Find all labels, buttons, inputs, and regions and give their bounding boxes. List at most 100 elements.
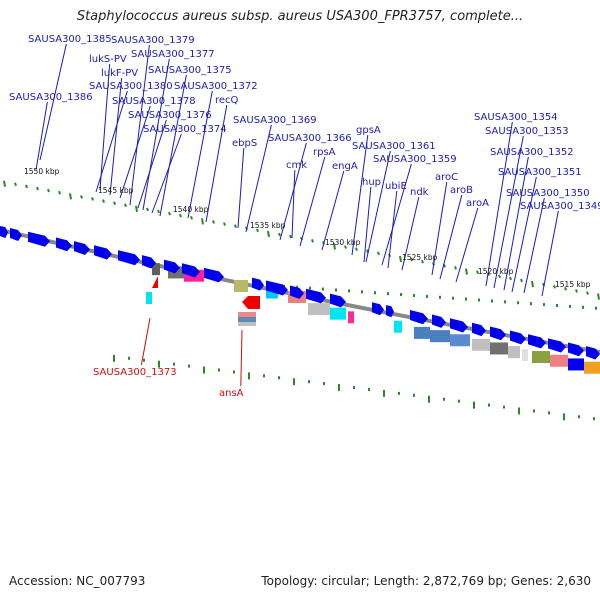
forward-gene-arrow[interactable]	[10, 228, 22, 242]
tick-outer	[311, 238, 314, 243]
label-leader	[363, 186, 372, 263]
label-leader	[431, 181, 448, 276]
tick-outer	[377, 251, 380, 256]
tick-outer	[25, 184, 28, 189]
reverse-gene-ansA[interactable]	[242, 296, 260, 309]
gene-label: SAUSA300_1385	[28, 34, 112, 45]
tick-outer	[179, 213, 182, 218]
forward-gene-arrow[interactable]	[0, 226, 8, 239]
forward-gene-arrow[interactable]	[510, 330, 526, 345]
forward-gene-arrow[interactable]	[586, 346, 600, 360]
gene-label: SAUSA300_1379	[111, 35, 195, 46]
gene-label: gpsA	[356, 125, 381, 136]
forward-gene-arrow[interactable]	[372, 302, 384, 316]
forward-gene-arrow[interactable]	[306, 288, 326, 304]
feature-block	[522, 349, 528, 362]
tick-outer	[58, 190, 61, 195]
kbp-label-1515: 1515 kbp	[555, 280, 591, 289]
gene-label: SAUSA300_1349	[520, 201, 600, 212]
tick-outer	[278, 232, 281, 237]
feature-block-cyan-1373	[146, 292, 152, 304]
gene-label: engA	[332, 161, 358, 172]
tick-outer	[234, 224, 237, 228]
forward-genes[interactable]	[0, 226, 600, 360]
gene-label-reverse: SAUSA300_1373	[93, 367, 177, 378]
kbp-label-1535: 1535 kbp	[250, 221, 286, 230]
forward-gene-arrow[interactable]	[252, 277, 264, 291]
forward-gene-arrow[interactable]	[204, 267, 224, 283]
forward-gene-arrow[interactable]	[548, 338, 566, 353]
forward-gene-arrow[interactable]	[490, 326, 506, 341]
gene-labels: SAUSA300_1385 SAUSA300_1379SAUSA300_1377l…	[9, 34, 600, 399]
tick-outer	[509, 276, 512, 281]
gene-label: SAUSA300_1352	[490, 147, 574, 158]
label-leader	[401, 196, 420, 271]
gene-label: cmk	[286, 160, 307, 171]
tick-outer	[531, 280, 534, 288]
kbp-label-1550: 1550 kbp	[24, 167, 60, 176]
forward-gene-arrow[interactable]	[528, 334, 546, 349]
forward-gene-arrow[interactable]	[94, 245, 112, 260]
forward-gene-arrow[interactable]	[432, 314, 446, 328]
tick-outer	[146, 207, 149, 212]
label-leader	[129, 44, 150, 206]
tick-outer	[421, 259, 424, 264]
gene-label: SAUSA300_1359	[373, 154, 457, 165]
gene-label: SAUSA300_1369	[233, 115, 317, 126]
tick-outer	[91, 197, 94, 201]
feature-block	[550, 354, 568, 367]
tick-outer	[355, 247, 358, 251]
label-leader	[485, 121, 513, 287]
label-leader	[245, 124, 272, 233]
gene-label: aroC	[435, 172, 458, 183]
forward-gene-arrow[interactable]	[290, 285, 304, 299]
forward-gene-arrow[interactable]	[472, 322, 486, 337]
forward-gene-arrow[interactable]	[74, 241, 90, 255]
label-leader	[119, 105, 151, 199]
tick-outer	[597, 293, 600, 300]
kbp-label-1545: 1545 kbp	[98, 186, 134, 195]
feature-block	[568, 358, 584, 371]
forward-gene-arrow[interactable]	[266, 280, 288, 296]
tick-outer	[157, 209, 160, 214]
label-leader	[35, 101, 48, 171]
forward-gene-arrow[interactable]	[450, 318, 468, 333]
tick-outer	[168, 211, 171, 216]
label-leader	[387, 190, 398, 269]
tick-outer	[454, 266, 457, 270]
gene-label: SAUSA300_1350	[506, 188, 590, 199]
feature-block	[584, 361, 600, 374]
tick-outer	[256, 228, 259, 233]
tick-outer	[553, 284, 556, 289]
forward-gene-arrow[interactable]	[164, 259, 180, 274]
label-leader-reverse	[140, 317, 151, 366]
tick-outer	[465, 268, 468, 275]
topology-summary: Topology: circular; Length: 2,872,769 bp…	[261, 574, 591, 588]
forward-gene-arrow[interactable]	[386, 305, 394, 318]
gene-label: SAUSA300_1378	[112, 96, 196, 107]
gene-label: hup	[362, 177, 381, 188]
forward-gene-arrow[interactable]	[182, 263, 200, 278]
forward-gene-arrow[interactable]	[568, 342, 584, 357]
gene-label: ndk	[410, 187, 429, 198]
label-leader	[237, 147, 245, 229]
feature-block	[430, 330, 450, 343]
label-leader	[523, 197, 545, 294]
feature-block-ansA-3	[238, 322, 256, 326]
tick-outer	[124, 203, 127, 208]
forward-gene-arrow[interactable]	[142, 255, 156, 269]
label-leader	[455, 207, 479, 283]
forward-gene-arrow[interactable]	[410, 310, 428, 325]
label-leader-reverse	[240, 329, 243, 387]
forward-gene-arrow[interactable]	[330, 293, 346, 308]
feature-block	[234, 279, 248, 292]
reverse-gene-sausa300-1373[interactable]	[152, 276, 158, 288]
forward-gene-arrow[interactable]	[118, 250, 140, 266]
tick-outer	[564, 287, 567, 291]
forward-gene-arrow[interactable]	[28, 231, 50, 247]
kbp-label-1520: 1520 kbp	[478, 267, 514, 276]
gene-label: SAUSA300_1386	[9, 92, 93, 103]
forward-gene-arrow[interactable]	[56, 237, 72, 252]
tick-outer	[135, 205, 138, 213]
